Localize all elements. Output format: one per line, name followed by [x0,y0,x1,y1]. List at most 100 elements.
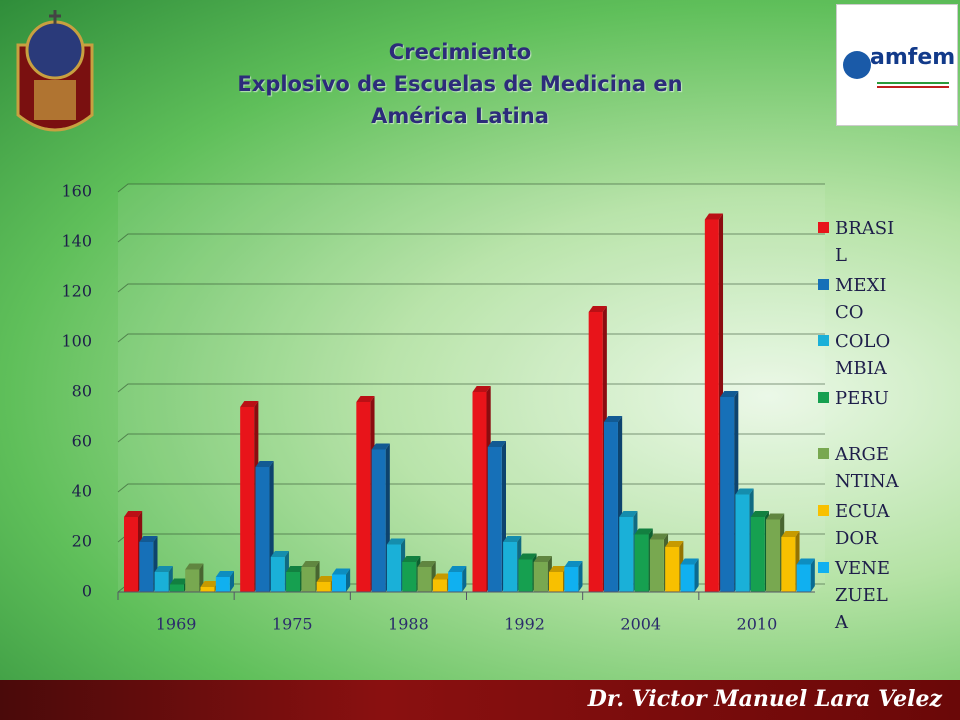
bar [518,559,533,592]
bar [255,467,270,592]
y-tick-label: 100 [61,332,92,351]
bar-top [603,416,623,422]
bar [139,542,154,592]
bar [649,539,664,592]
bar [781,537,796,592]
logo-text: amfem [870,45,956,70]
footer: Dr. Victor Manuel Lara Velez [0,680,960,720]
y-tick-label: 60 [72,432,92,451]
x-tick-label: 1969 [156,615,197,634]
y-tick-label: 140 [61,232,92,251]
bar [634,534,649,592]
bar-top [503,536,522,542]
bar [301,567,316,592]
bar-top [154,566,173,572]
bar [720,397,735,592]
y-tick-label: 160 [61,182,92,201]
legend-label: VENEZUELA [835,557,891,633]
bar-top [270,551,289,557]
legend-swatch [818,391,829,403]
x-tick-label: 2010 [737,615,778,634]
bar-side [810,558,815,592]
bar-top [735,488,754,495]
bar [402,562,417,592]
x-tick-label: 1988 [388,615,429,634]
bar-top [704,213,724,220]
bar-top [665,541,684,547]
bar [356,402,371,592]
grid-line [117,183,825,193]
legend-swatch [818,561,829,573]
bar-top [634,528,653,535]
x-tick-label: 1975 [272,615,313,634]
bar-top [240,401,259,407]
bar [286,572,301,592]
legend-item: ECUADOR [818,498,900,555]
x-tick-label: 2004 [620,615,661,634]
legend-label: ECUADOR [835,500,890,549]
bar-top [402,556,421,562]
y-tick-label: 120 [61,282,92,301]
bar-top [649,533,669,540]
bar-side [694,558,699,592]
legend-swatch [818,278,829,290]
bar-top [316,576,335,582]
back-wall [118,184,825,592]
bar [680,564,695,592]
bar-top [796,558,815,565]
logo-icon [843,51,949,88]
bar-top [472,386,491,392]
bar-top [185,563,204,570]
bar [588,312,603,592]
bar-top [286,566,305,572]
bar-top [386,538,406,545]
bar [316,582,331,592]
bar [215,577,230,592]
bar [185,569,200,592]
bar [796,564,811,592]
legend-label: MEXICO [835,274,887,323]
grid-line [117,283,825,293]
y-tick-label: 20 [72,532,92,551]
legend-item: MEXICO [818,272,900,329]
legend-item: VENEZUELA [818,555,900,633]
bar [704,219,719,592]
bar-top [518,553,537,560]
bar-top [124,511,143,517]
bar-side [462,566,467,592]
y-tick-label: 80 [72,382,92,401]
bar [448,572,463,592]
bar [432,579,447,592]
bar [200,587,215,592]
bar-top [766,513,785,520]
x-tick-label: 1992 [504,615,545,634]
bar [154,572,169,592]
bar-top [720,391,739,397]
legend-swatch [818,504,829,516]
grid-line [117,233,825,243]
bar [603,422,618,592]
bar-top [356,396,375,402]
bar-top [215,571,234,577]
bar [533,562,548,592]
bar-top [588,306,607,312]
bar-side [578,561,583,592]
bar [735,494,750,592]
legend-label: BRASIL [835,218,895,266]
legend-label: PERU [835,387,889,409]
bar [750,517,765,592]
bar-top [301,561,320,567]
legend-swatch [818,222,829,233]
y-tick-label: 40 [72,482,92,501]
legend-item: BRASIL [818,215,900,272]
bar [665,547,680,592]
bar [386,544,401,592]
bar [270,557,285,592]
bar-top [169,578,189,585]
bar [487,447,502,592]
bar [417,567,432,592]
bar [169,584,184,592]
crest [16,10,94,132]
